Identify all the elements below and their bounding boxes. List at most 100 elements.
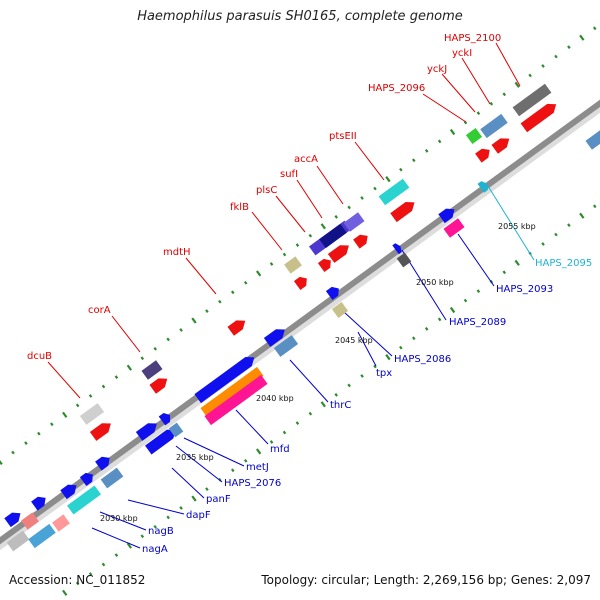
leader-HAPS_2100 xyxy=(495,42,521,87)
lower-tick-mark xyxy=(449,306,456,314)
upper-tick-mark xyxy=(579,34,585,41)
gene-box-blue-a-shape xyxy=(4,512,21,528)
lower-tick-mark xyxy=(476,289,481,293)
upper-tick-mark xyxy=(269,262,274,266)
gene-box-red-d-shape xyxy=(293,276,307,290)
gene-box-khaki-a-shape xyxy=(284,256,302,274)
gene-label-panF: panF xyxy=(206,494,231,505)
gene-box-blue-c xyxy=(60,484,77,500)
gene-box-blue-k-shape xyxy=(438,208,455,224)
gene-box-blue-j xyxy=(325,286,339,300)
lower-tick-mark xyxy=(140,534,145,539)
scale-labels: 2030 kbp 2035 kbp 2040 kbp 2045 kbp 2050… xyxy=(100,222,536,523)
gene-box-blue-l-shape xyxy=(392,243,402,255)
lower-tick-mark xyxy=(231,468,235,473)
gene-box-navy xyxy=(319,223,347,249)
leader-corA xyxy=(111,315,141,353)
gene-box-purple-c xyxy=(343,212,365,232)
gene-label-fklB: fklB xyxy=(230,202,249,213)
gene-box-magenta-b xyxy=(443,218,465,238)
upper-tick-mark xyxy=(320,223,326,230)
leader-yckJ xyxy=(441,73,476,113)
gene-box-cyan-a-shape xyxy=(67,485,101,515)
lower-tick-mark xyxy=(205,487,209,491)
gene-box-navy-shape xyxy=(319,223,347,249)
gene-box-blue-g-shape xyxy=(145,429,176,455)
gene-box-green-shape xyxy=(465,128,483,144)
upper-tick-mark xyxy=(255,270,262,277)
upper-tick-mark xyxy=(489,101,494,106)
upper-tick-mark xyxy=(126,364,133,371)
upper-tick-mark xyxy=(295,243,300,247)
gene-box-red-i xyxy=(475,148,490,163)
gene-box-khaki-a xyxy=(284,256,302,274)
gene-box-steel-a xyxy=(100,467,124,489)
gene-box-dark-a-shape xyxy=(396,252,412,268)
lower-tick-mark xyxy=(502,270,507,275)
gene-label-HAPS_2096: HAPS_2096 xyxy=(368,83,425,94)
leader-mfd xyxy=(235,409,269,445)
upper-tick-mark xyxy=(88,394,93,398)
lower-tick-mark xyxy=(101,562,106,567)
gene-feature-group xyxy=(4,83,600,552)
gene-box-grey-b xyxy=(79,403,105,425)
gene-box-magenta xyxy=(204,374,268,426)
gene-box-green xyxy=(465,128,483,144)
upper-tick-mark xyxy=(218,299,222,304)
upper-tick-mark xyxy=(282,252,287,257)
leader-nagA xyxy=(91,527,141,549)
upper-tick-mark xyxy=(75,403,80,408)
label-leaders xyxy=(47,42,535,549)
gene-box-red-k xyxy=(520,103,557,133)
lower-tick-mark xyxy=(424,326,429,331)
gene-label-thrC: thrC xyxy=(330,400,351,411)
lower-tick-mark xyxy=(282,430,287,435)
gene-label-plsC: plsC xyxy=(256,185,277,196)
gene-box-red-g-shape xyxy=(317,258,331,272)
lower-tick-mark xyxy=(554,232,558,237)
gene-box-red-k-shape xyxy=(520,103,557,133)
upper-tick-mark xyxy=(528,73,532,78)
upper-tick-mark xyxy=(191,317,197,324)
lower-tick-mark xyxy=(320,401,326,408)
leader-metJ xyxy=(183,437,245,467)
gene-label-nagA: nagA xyxy=(142,544,168,555)
gene-label-corA: corA xyxy=(88,305,111,316)
gene-box-red-h-shape xyxy=(390,202,415,223)
leader-thrC xyxy=(289,359,329,403)
gene-box-blue-b xyxy=(31,496,46,511)
gene-box-steel-a-shape xyxy=(100,467,124,489)
gene-box-red-a-shape xyxy=(89,423,111,441)
gene-box-blue-g xyxy=(145,429,176,455)
lower-tick-mark xyxy=(62,589,68,596)
gene-box-blue-e-shape xyxy=(95,456,110,471)
upper-tick-mark xyxy=(11,450,15,455)
gene-box-pink-a-shape xyxy=(21,512,39,530)
upper-tick-mark xyxy=(592,26,597,31)
gene-label-dcuB: dcuB xyxy=(27,351,52,362)
lower-tick-mark xyxy=(75,581,80,586)
leader-yckI xyxy=(461,57,491,105)
upper-tick-mark xyxy=(243,280,248,285)
leader-mdtH xyxy=(185,257,217,295)
leader-HAPS_2093 xyxy=(457,233,495,287)
gene-box-steel-c-shape xyxy=(480,113,508,139)
gene-box-dark-a xyxy=(396,252,412,268)
upper-tick-mark xyxy=(153,346,157,351)
gene-box-red-j xyxy=(491,138,510,154)
map-title: Haemophilus parasuis SH0165, complete ge… xyxy=(137,9,463,24)
upper-tick-mark xyxy=(399,167,403,172)
gene-box-red-j-shape xyxy=(491,138,510,154)
lower-tick-mark xyxy=(166,515,170,520)
gene-box-steel-c xyxy=(480,113,508,139)
gene-box-blue-b-shape xyxy=(31,496,46,511)
gene-box-cyan-a xyxy=(67,485,101,515)
gene-box-cyan-b xyxy=(477,181,488,193)
lower-tick-mark xyxy=(255,448,262,455)
accession-text: Accession: NC_011852 xyxy=(9,573,146,587)
gene-label-dapF: dapF xyxy=(186,510,211,521)
leader-dcuB xyxy=(47,361,81,399)
bottom-gene-labels: nagA nagB dapF panF HAPS_2076 metJ mfd t… xyxy=(142,258,592,555)
upper-tick-mark xyxy=(50,422,54,427)
lower-tick-mark xyxy=(114,553,119,557)
